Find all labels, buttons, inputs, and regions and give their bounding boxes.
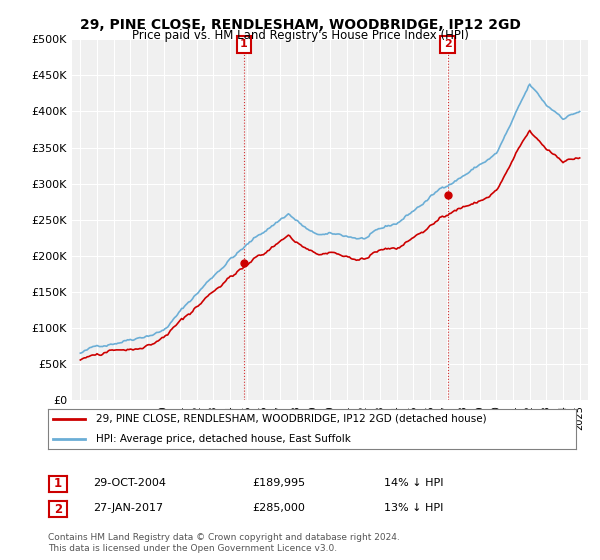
Text: HPI: Average price, detached house, East Suffolk: HPI: Average price, detached house, East… bbox=[95, 434, 350, 444]
Text: £285,000: £285,000 bbox=[252, 503, 305, 513]
Text: 14% ↓ HPI: 14% ↓ HPI bbox=[384, 478, 443, 488]
Text: Contains HM Land Registry data © Crown copyright and database right 2024.
This d: Contains HM Land Registry data © Crown c… bbox=[48, 533, 400, 553]
Text: 1: 1 bbox=[54, 477, 62, 491]
Text: 2: 2 bbox=[54, 502, 62, 516]
Text: 13% ↓ HPI: 13% ↓ HPI bbox=[384, 503, 443, 513]
Text: 27-JAN-2017: 27-JAN-2017 bbox=[93, 503, 163, 513]
Text: 29, PINE CLOSE, RENDLESHAM, WOODBRIDGE, IP12 2GD (detached house): 29, PINE CLOSE, RENDLESHAM, WOODBRIDGE, … bbox=[95, 414, 486, 424]
Text: 29-OCT-2004: 29-OCT-2004 bbox=[93, 478, 166, 488]
Text: £189,995: £189,995 bbox=[252, 478, 305, 488]
Text: 29, PINE CLOSE, RENDLESHAM, WOODBRIDGE, IP12 2GD: 29, PINE CLOSE, RENDLESHAM, WOODBRIDGE, … bbox=[80, 18, 520, 32]
Text: 1: 1 bbox=[240, 39, 248, 49]
Text: Price paid vs. HM Land Registry's House Price Index (HPI): Price paid vs. HM Land Registry's House … bbox=[131, 29, 469, 42]
Text: 2: 2 bbox=[444, 39, 452, 49]
